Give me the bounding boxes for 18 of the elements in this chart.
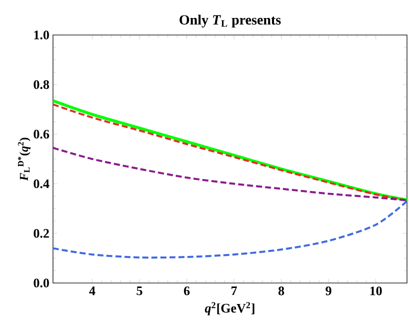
x-axis-title: q$^{2}$[GeV$^{2}$]: [204, 302, 254, 316]
y-tick-label: 1.0: [34, 30, 49, 40]
x-tick-label: 6: [184, 286, 190, 296]
x-tick-label: 10: [370, 286, 382, 296]
chart-title: Only T$_{L}$ presents: [180, 14, 281, 28]
y-tick-label: 0.6: [34, 130, 50, 139]
y-tick-label: 0.4: [34, 179, 50, 188]
x-tick-label: 8: [278, 286, 284, 296]
x-tick-label: 5: [136, 286, 142, 296]
x-tick-label: 7: [232, 286, 237, 296]
y-tick-label: 0.2: [34, 228, 49, 238]
y-tick-label: 0.0: [34, 278, 49, 288]
line-series: [53, 200, 407, 259]
y-axis-title: F$_{L}$$^{D*}$(q$^{2}$): [18, 138, 30, 181]
x-tick-label: 4: [89, 286, 96, 296]
line-series: [53, 146, 407, 202]
y-tick-label: 0.8: [34, 80, 50, 90]
x-tick-label: 9: [326, 286, 332, 296]
